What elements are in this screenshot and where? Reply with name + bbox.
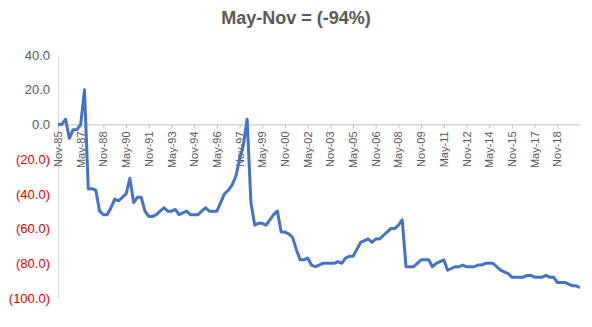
y-tick-label: 20.0 (25, 82, 50, 97)
x-tick: May-93 (165, 124, 177, 168)
x-tick-mark (353, 124, 354, 128)
x-tick: May-96 (211, 124, 223, 168)
x-tick-label: May-99 (256, 131, 268, 168)
x-tick: May-90 (120, 124, 132, 168)
y-tick: (80.0) (16, 256, 58, 271)
x-tick-label: May-14 (483, 131, 495, 168)
y-tick-label: (20.0) (16, 152, 50, 167)
y-tick-label: (60.0) (16, 221, 50, 236)
x-tick-label: May-05 (347, 131, 359, 168)
x-tick-mark (285, 124, 286, 128)
x-tick-label: May-02 (302, 131, 314, 168)
x-tick-mark (103, 124, 104, 128)
line (58, 90, 580, 288)
x-tick: Nov-03 (324, 124, 336, 166)
x-tick-label: Nov-03 (324, 131, 336, 166)
x-tick-label: Nov-85 (52, 131, 64, 166)
chart: May-Nov = (-94%) 40.0 20.0 0.0 (20.0) (40.0) (… (0, 0, 592, 327)
y-tick: 40.0 (25, 48, 58, 63)
x-tick: May-05 (347, 124, 359, 168)
y-tick: (100.0) (9, 291, 58, 306)
x-tick-label: Nov-09 (415, 131, 427, 166)
x-tick: May-17 (529, 124, 541, 168)
x-tick-mark (444, 124, 445, 128)
x-tick-mark (512, 124, 513, 128)
x-tick: Nov-06 (370, 124, 382, 166)
x-tick: Nov-15 (506, 124, 518, 166)
x-tick-label: May-08 (392, 131, 404, 168)
y-tick-label: (40.0) (16, 187, 50, 202)
x-tick-label: Nov-88 (97, 131, 109, 166)
x-tick-label: May-93 (165, 131, 177, 168)
y-tick-label: 40.0 (25, 48, 50, 63)
y-tick: (40.0) (16, 187, 58, 202)
x-tick: Nov-91 (143, 124, 155, 166)
x-tick-mark (557, 124, 558, 128)
x-tick: May-08 (392, 124, 404, 168)
x-tick-mark (194, 124, 195, 128)
x-tick: May-14 (483, 124, 495, 168)
x-tick-label: May-96 (211, 131, 223, 168)
x-tick-mark (489, 124, 490, 128)
x-tick-label: Nov-94 (188, 131, 200, 166)
x-tick: Nov-85 (52, 124, 64, 166)
x-tick-mark (217, 124, 218, 128)
x-tick-mark (240, 124, 241, 128)
x-tick-label: Nov-12 (461, 131, 473, 166)
x-tick-label: May-90 (120, 131, 132, 168)
y-tick-label: 0.0 (32, 117, 50, 132)
x-tick-label: Nov-91 (143, 131, 155, 166)
x-tick-mark (171, 124, 172, 128)
x-axis-line (59, 124, 581, 125)
x-tick-mark (330, 124, 331, 128)
x-tick: Nov-94 (188, 124, 200, 166)
x-tick-label: Nov-18 (551, 131, 563, 166)
x-tick: Nov-88 (97, 124, 109, 166)
y-tick-label: (100.0) (9, 291, 50, 306)
title: May-Nov = (-94%) (221, 8, 371, 28)
x-tick-mark (398, 124, 399, 128)
x-tick: Nov-09 (415, 124, 427, 166)
y-axis-line (58, 56, 59, 299)
y-axis: 40.0 20.0 0.0 (20.0) (40.0) (60.0) (80.0) (100.… (9, 48, 59, 306)
x-tick-mark (149, 124, 150, 128)
x-tick-mark (308, 124, 309, 128)
plot-area (58, 90, 580, 288)
x-axis: Nov-85May-87Nov-88May-90Nov-91May-93Nov-… (52, 124, 580, 168)
y-tick-label: (80.0) (16, 256, 50, 271)
x-tick: May-11 (438, 124, 450, 167)
x-tick: May-99 (256, 124, 268, 168)
x-tick-label: May-17 (529, 131, 541, 168)
x-tick: Nov-18 (551, 124, 563, 166)
y-tick: 0.0 (32, 117, 58, 132)
x-tick: Nov-00 (279, 124, 291, 166)
y-tick: 20.0 (25, 82, 58, 97)
y-tick: (60.0) (16, 221, 58, 236)
x-tick-label: May-11 (438, 131, 450, 167)
x-tick: Nov-12 (461, 124, 473, 166)
x-tick-label: Nov-06 (370, 131, 382, 166)
x-tick: May-02 (302, 124, 314, 168)
x-tick-mark (376, 124, 377, 128)
x-tick-mark (421, 124, 422, 128)
x-tick-mark (262, 124, 263, 128)
x-tick-label: Nov-00 (279, 131, 291, 166)
x-tick-mark (535, 124, 536, 128)
x-tick-label: Nov-15 (506, 131, 518, 166)
x-tick-mark (467, 124, 468, 128)
x-tick-mark (126, 124, 127, 128)
